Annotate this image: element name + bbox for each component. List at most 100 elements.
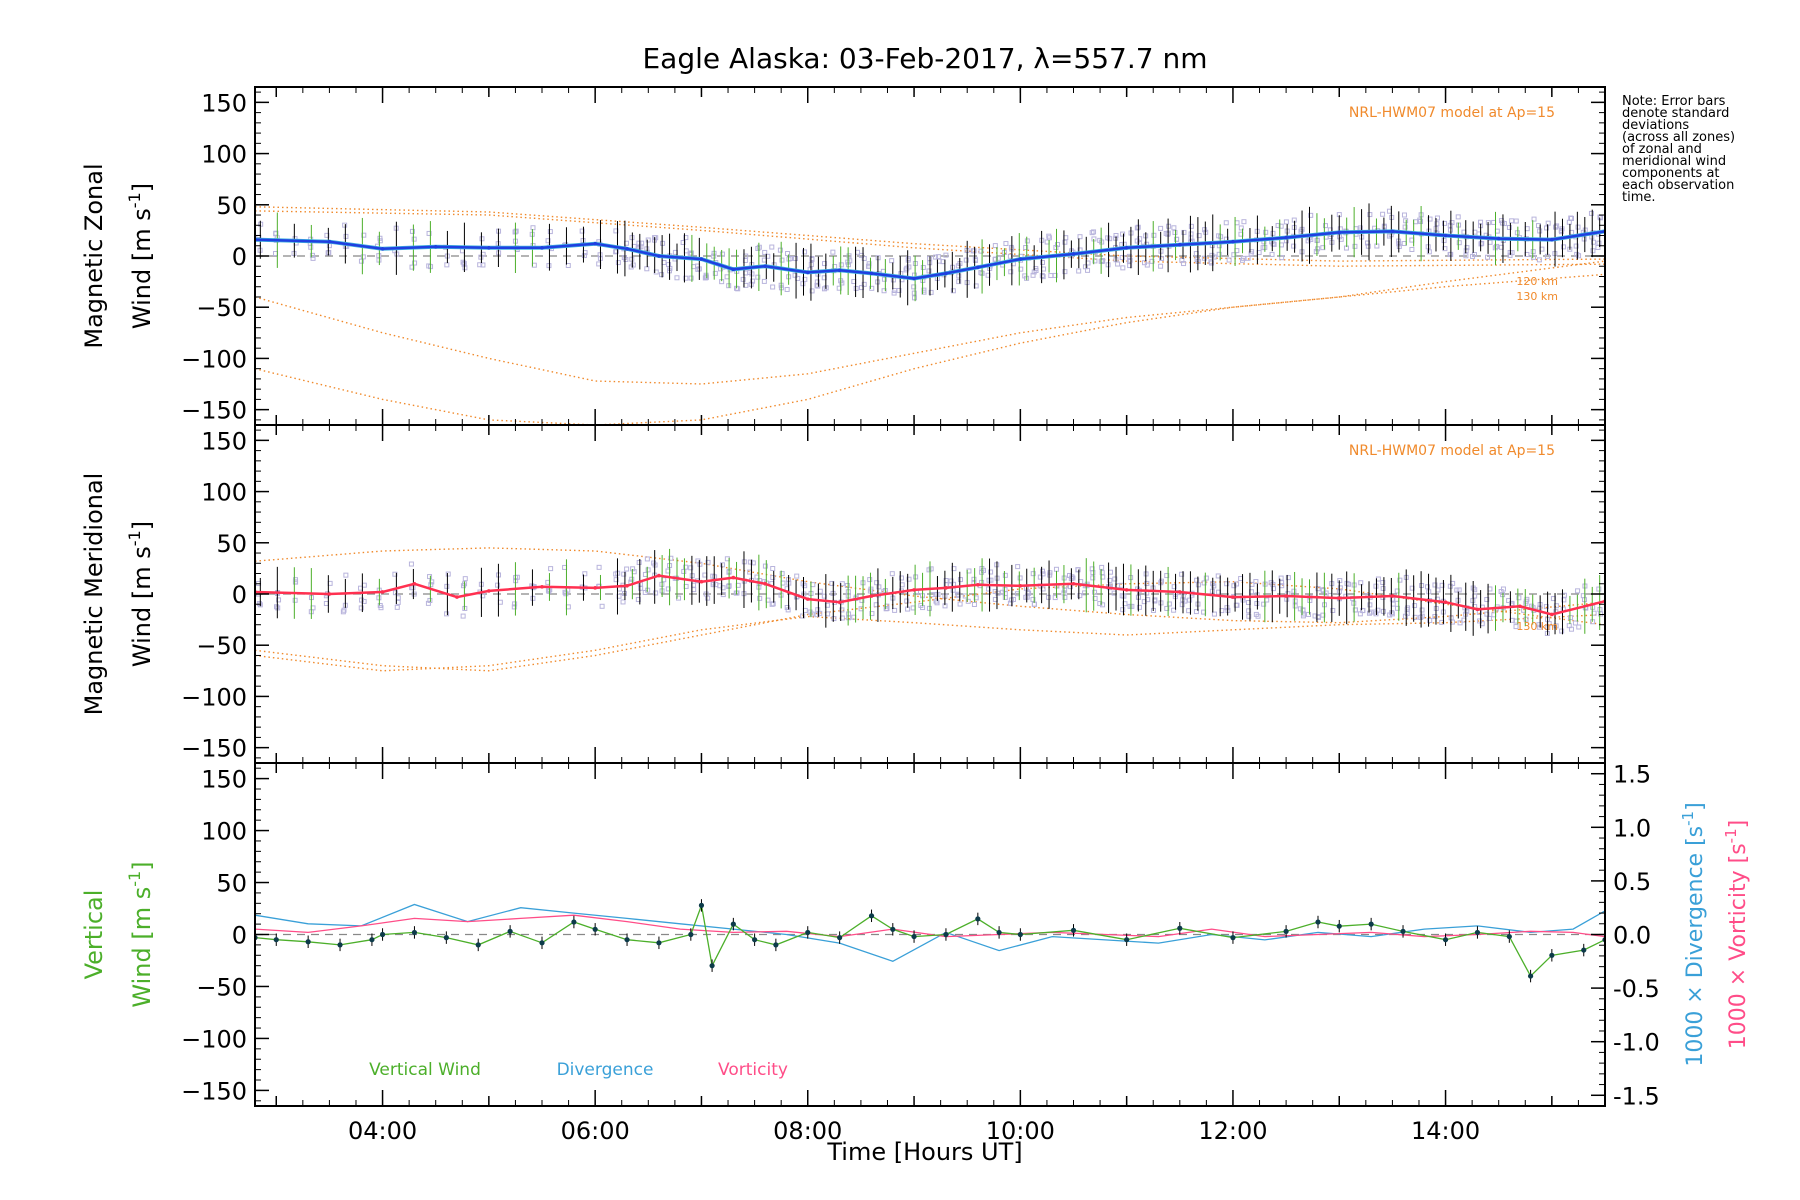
scatter-point (1134, 225, 1140, 231)
scatter-point (426, 230, 432, 236)
scatter-point (956, 279, 962, 285)
scatter-point (1524, 226, 1530, 232)
x-axis-title: Time [Hours UT] (826, 1138, 1022, 1166)
scatter-point (1119, 254, 1125, 260)
scatter-point (965, 598, 971, 604)
scatter-point (1402, 224, 1408, 230)
scatter-point (905, 256, 911, 262)
y-axis-tick-label: 0 (232, 922, 247, 950)
scatter-point (853, 285, 859, 291)
scatter-point (653, 590, 659, 596)
scatter-point (1187, 597, 1193, 603)
zonal-wind-point (731, 267, 736, 272)
scatter-point (1402, 613, 1408, 619)
scatter-point (1418, 219, 1424, 225)
scatter-point (777, 247, 783, 253)
scatter-point (1278, 575, 1284, 581)
scatter-point (1015, 564, 1021, 570)
model-height-label: 130 km (1516, 290, 1558, 303)
scatter-point (926, 567, 932, 573)
scatter-point (1498, 589, 1504, 595)
scatter-point (599, 603, 605, 609)
scatter-point (1419, 613, 1425, 619)
note-line: meridional wind (1622, 154, 1727, 169)
meridional-wind-point (944, 586, 948, 590)
scatter-point (861, 255, 867, 261)
scatter-point (1380, 585, 1386, 591)
scatter-point (800, 613, 806, 619)
scatter-point (956, 273, 962, 279)
scatter-point (1233, 602, 1239, 608)
scatter-point (358, 258, 364, 264)
scatter-point (1352, 607, 1358, 613)
scatter-point (881, 276, 887, 282)
scatter-point (1039, 259, 1045, 265)
scatter-point (1572, 620, 1578, 626)
y-axis-tick-label: 100 (201, 479, 247, 507)
scatter-point (1456, 240, 1462, 246)
scatter-point (1595, 244, 1601, 250)
scatter-point (1401, 212, 1407, 218)
scatter-point (1434, 215, 1440, 221)
vertical-wind-point (752, 937, 758, 943)
zonal-wind-point (837, 268, 842, 273)
scatter-point (815, 607, 821, 613)
y-axis-tick-label: 150 (201, 427, 247, 455)
scatter-point (1389, 611, 1395, 617)
scatter-point (1099, 570, 1105, 576)
scatter-point (762, 249, 768, 255)
scatter-point (1040, 586, 1046, 592)
scatter-point (1030, 272, 1036, 278)
scatter-point (674, 275, 680, 281)
scatter-point (1224, 605, 1230, 611)
scatter-point (309, 252, 315, 258)
scatter-point (624, 566, 630, 572)
scatter-point (1598, 611, 1604, 617)
scatter-point (1575, 224, 1581, 230)
scatter-point (1226, 257, 1232, 263)
vertical-wind-point (369, 937, 375, 943)
scatter-point (1270, 581, 1276, 587)
scatter-point (412, 260, 418, 266)
scatter-point (769, 244, 775, 250)
meridional-wind-point (1550, 612, 1554, 617)
scatter-point (1292, 598, 1298, 604)
scatter-point (1279, 255, 1285, 261)
scatter-point (1270, 230, 1276, 236)
scatter-point (1253, 579, 1259, 585)
scatter-point (735, 286, 741, 292)
note-line: of zonal and (1622, 142, 1702, 157)
scatter-point (1245, 600, 1251, 606)
scatter-point (814, 282, 820, 288)
scatter-point (1543, 604, 1549, 610)
vertical-wind-line (255, 902, 1605, 978)
zonal-wind-point (699, 257, 704, 261)
scatter-point (1188, 231, 1194, 237)
scatter-point (565, 263, 571, 269)
scatter-point (792, 272, 798, 278)
scatter-point (973, 258, 979, 264)
vertical-wind-point (305, 939, 311, 945)
scatter-point (1403, 218, 1409, 224)
scatter-point (324, 232, 330, 238)
scatter-point (896, 287, 902, 293)
y-axis-tick-label: −150 (181, 735, 247, 763)
scatter-point (1387, 612, 1393, 618)
model-curve-2 (255, 580, 1605, 672)
scatter-point (830, 249, 836, 255)
note-line: Note: Error bars (1622, 94, 1726, 109)
panel-data (255, 899, 1605, 983)
scatter-point (1455, 214, 1461, 220)
right-axis-tick-label: -1.5 (1613, 1082, 1660, 1110)
scatter-point (1031, 601, 1037, 607)
scatter-point (769, 601, 775, 607)
scatter-point (844, 583, 850, 589)
scatter-point (323, 600, 329, 606)
scatter-point (755, 274, 761, 280)
scatter-point (343, 233, 349, 239)
scatter-point (1442, 220, 1448, 226)
scatter-point (1365, 243, 1371, 249)
scatter-point (1174, 236, 1180, 242)
note-line: each observation (1622, 178, 1735, 193)
scatter-point (1092, 595, 1098, 601)
